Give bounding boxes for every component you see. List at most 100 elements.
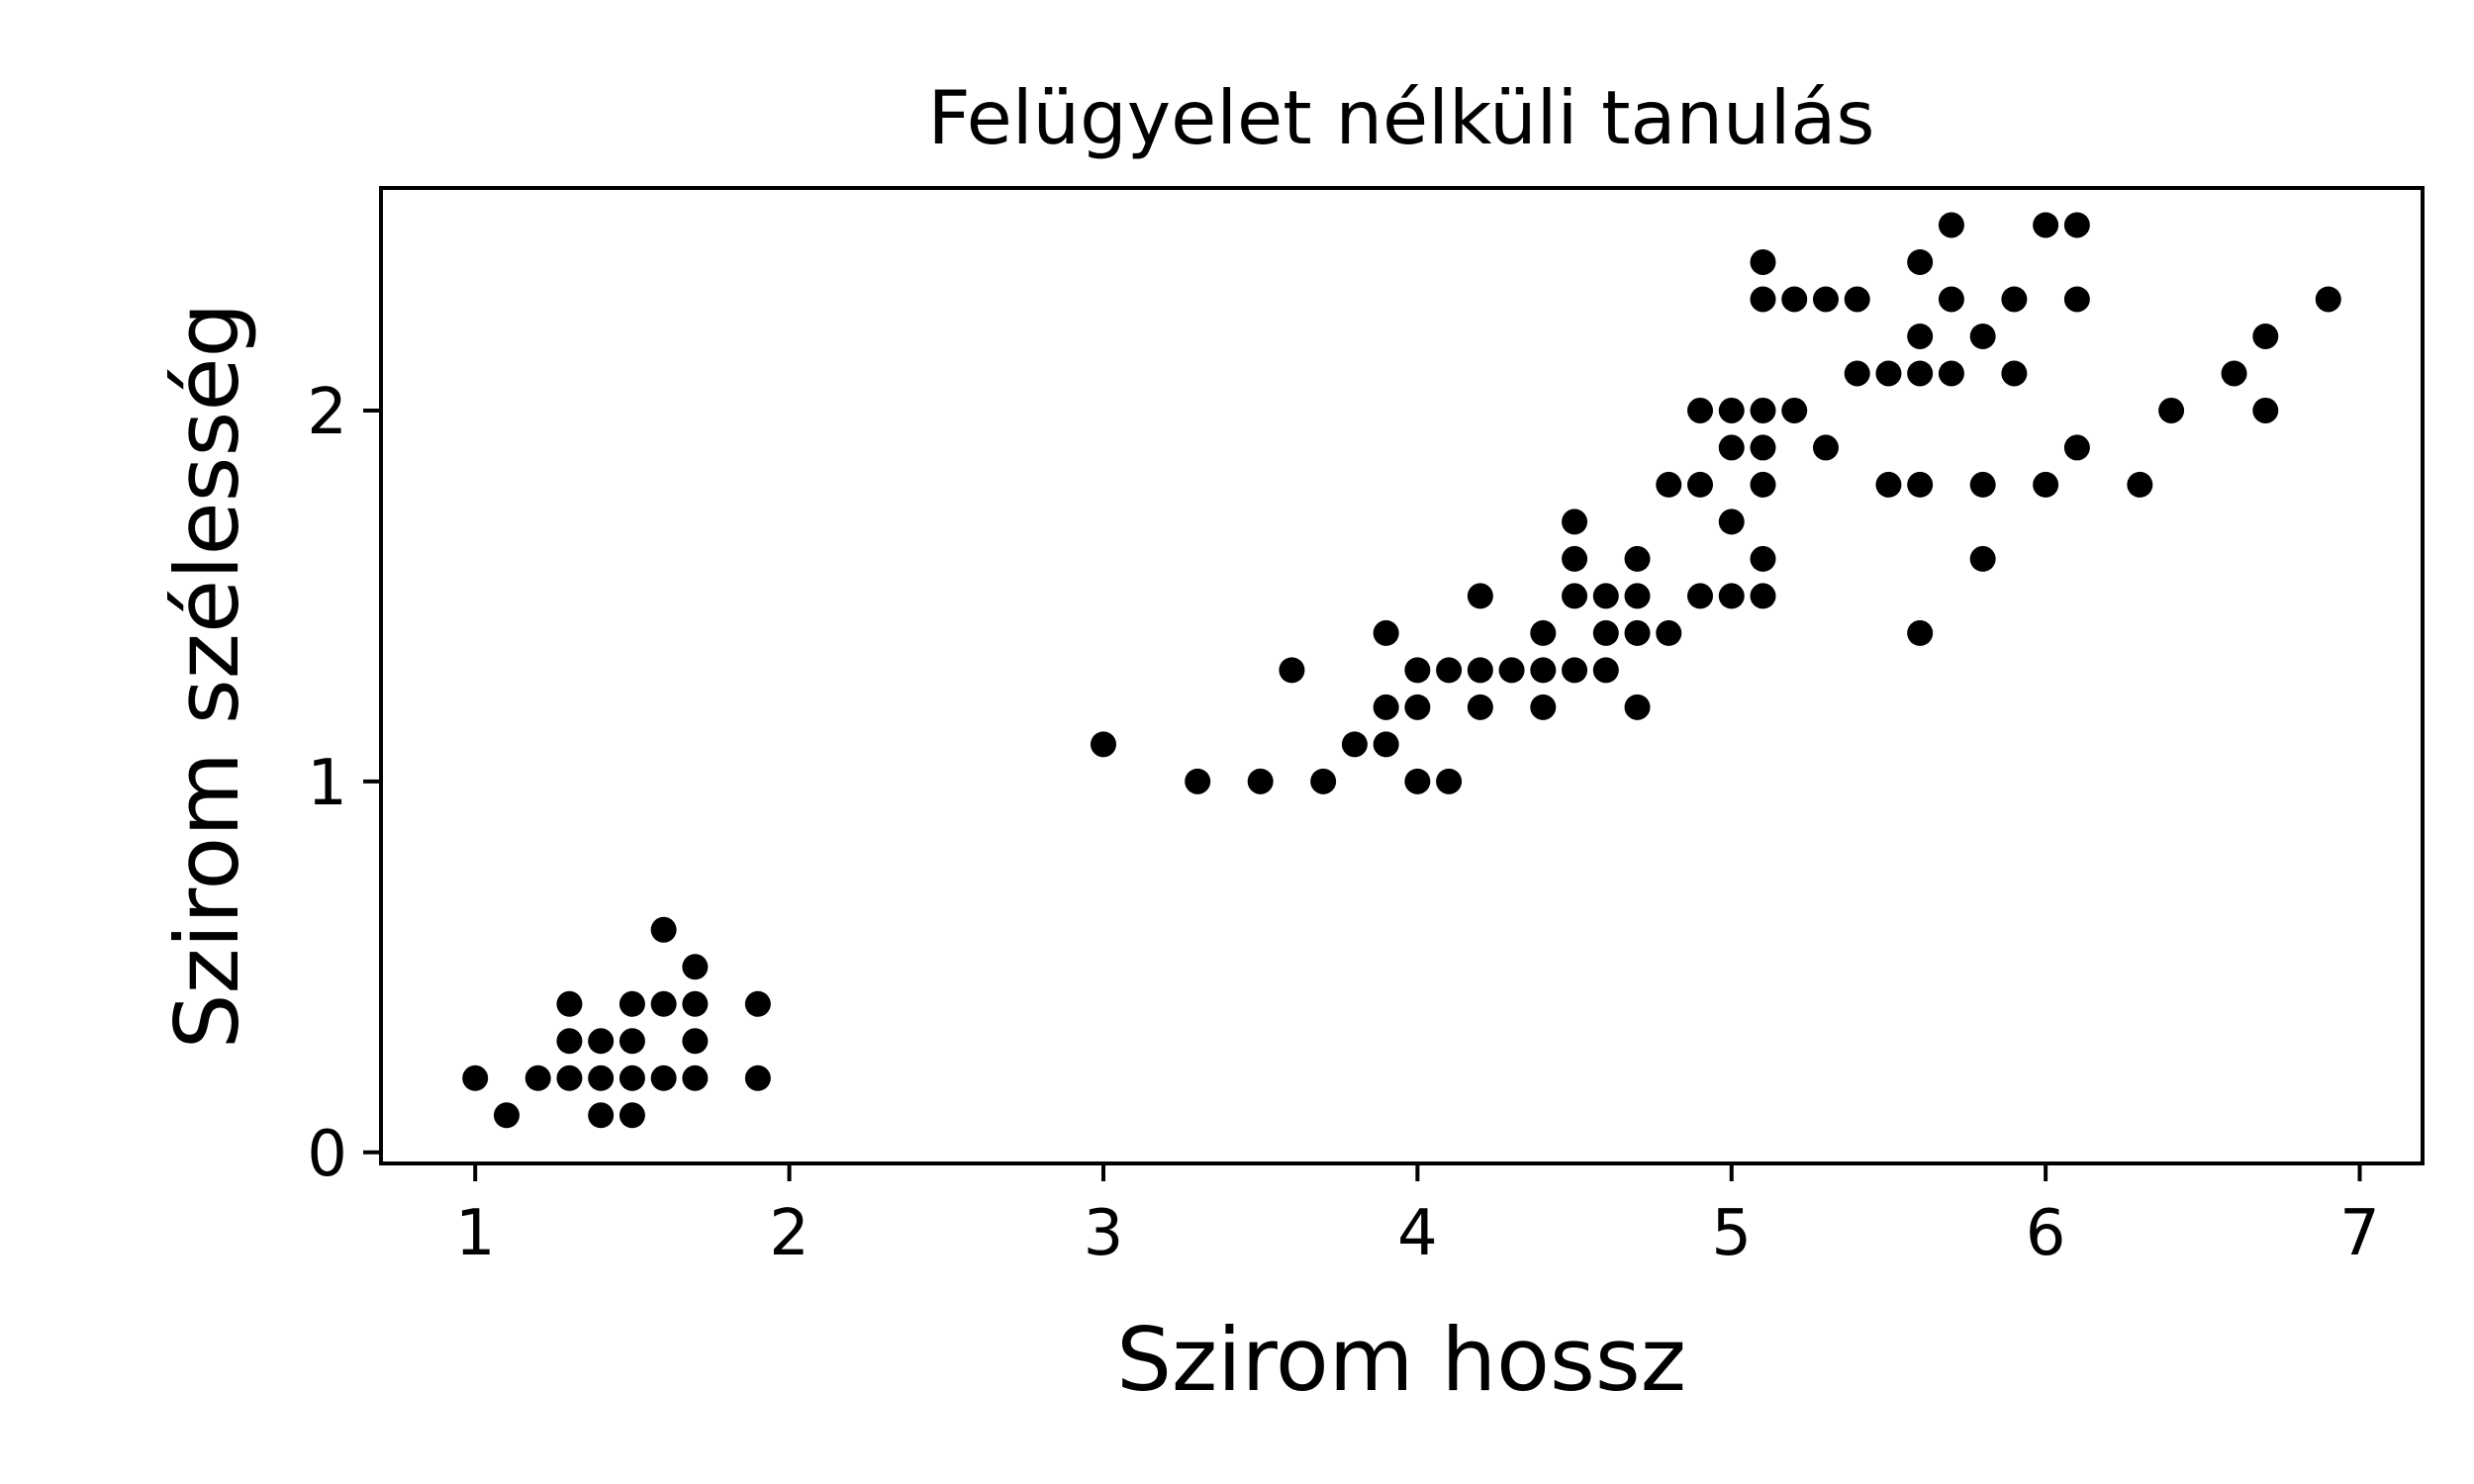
scatter-point <box>1404 768 1431 794</box>
scatter-point <box>1844 360 1870 387</box>
scatter-point <box>1310 768 1337 794</box>
plot-area-frame <box>379 186 2425 1165</box>
scatter-point <box>650 1065 677 1091</box>
scatter-point <box>462 1065 489 1091</box>
scatter-point <box>1341 731 1368 758</box>
scatter-point <box>2252 323 2279 349</box>
scatter-point <box>618 1102 645 1129</box>
scatter-point <box>618 990 645 1017</box>
scatter-point <box>2063 434 2090 461</box>
scatter-point <box>1718 397 1745 423</box>
scatter-point <box>1750 545 1776 572</box>
scatter-point <box>2001 360 2028 387</box>
scatter-point <box>1373 694 1399 720</box>
scatter-point <box>744 1065 771 1091</box>
scatter-point <box>1812 434 1839 461</box>
scatter-point <box>1907 471 1934 498</box>
scatter-point <box>650 916 677 943</box>
scatter-point <box>1530 619 1557 646</box>
scatter-point <box>1750 471 1776 498</box>
x-tick-label: 6 <box>2026 1197 2066 1270</box>
scatter-point <box>588 1028 615 1055</box>
scatter-point <box>1750 286 1776 313</box>
scatter-point <box>1373 731 1399 758</box>
scatter-point <box>1781 286 1808 313</box>
x-tick-label: 1 <box>455 1197 496 1270</box>
scatter-point <box>1812 286 1839 313</box>
scatter-point <box>2033 212 2059 238</box>
scatter-point <box>1938 360 1964 387</box>
scatter-point <box>1750 583 1776 609</box>
scatter-point <box>2221 360 2247 387</box>
scatter-point <box>1562 583 1588 609</box>
scatter-point <box>1875 471 1902 498</box>
points-layer <box>462 212 2341 1129</box>
scatter-point <box>556 990 583 1017</box>
scatter-point <box>1592 583 1619 609</box>
scatter-point <box>2001 286 2028 313</box>
scatter-point <box>1624 583 1651 609</box>
x-tick-label: 3 <box>1084 1197 1124 1270</box>
scatter-point <box>1562 545 1588 572</box>
scatter-point <box>556 1065 583 1091</box>
scatter-point <box>1436 768 1463 794</box>
scatter-point <box>2033 471 2059 498</box>
scatter-point <box>1467 694 1493 720</box>
scatter-point <box>1907 323 1934 349</box>
scatter-point <box>1436 657 1463 684</box>
scatter-point <box>1750 248 1776 275</box>
scatter-point <box>1404 657 1431 684</box>
scatter-point <box>2127 471 2153 498</box>
y-tick-label: 1 <box>307 747 347 820</box>
scatter-point <box>1969 323 1996 349</box>
y-tick-label: 0 <box>307 1118 347 1191</box>
scatter-point <box>1687 397 1714 423</box>
scatter-point <box>618 1065 645 1091</box>
scatter-point <box>493 1102 520 1129</box>
scatter-point <box>2252 397 2279 423</box>
scatter-point <box>1404 694 1431 720</box>
scatter-point <box>1562 657 1588 684</box>
scatter-point <box>1562 509 1588 535</box>
scatter-point <box>1592 657 1619 684</box>
scatter-point <box>682 954 709 980</box>
scatter-point <box>744 990 771 1017</box>
scatter-point <box>1530 694 1557 720</box>
scatter-point <box>588 1065 615 1091</box>
scatter-point <box>1090 731 1116 758</box>
scatter-point <box>1938 212 1964 238</box>
x-tick-label: 4 <box>1397 1197 1438 1270</box>
x-tick-label: 7 <box>2339 1197 2380 1270</box>
x-tick-label: 2 <box>769 1197 809 1270</box>
y-axis-label: Szirom szélesség <box>156 303 258 1050</box>
scatter-point <box>1907 248 1934 275</box>
scatter-point <box>1750 434 1776 461</box>
scatter-point <box>1467 583 1493 609</box>
scatter-point <box>1781 397 1808 423</box>
scatter-point <box>1624 619 1651 646</box>
y-tick-label: 2 <box>307 376 347 449</box>
scatter-point <box>1530 657 1557 684</box>
chart-title: Felügyelet nélküli tanulás <box>928 74 1875 161</box>
scatter-point <box>1969 471 1996 498</box>
scatter-point <box>650 990 677 1017</box>
x-tick-label: 5 <box>1711 1197 1752 1270</box>
scatter-point <box>1467 657 1493 684</box>
scatter-point <box>1875 360 1902 387</box>
scatter-point <box>1624 694 1651 720</box>
scatter-point <box>1624 545 1651 572</box>
scatter-point <box>2315 286 2341 313</box>
scatter-point <box>556 1028 583 1055</box>
scatter-point <box>1687 471 1714 498</box>
scatter-point <box>1750 397 1776 423</box>
scatter-point <box>1247 768 1274 794</box>
scatter-point <box>682 1028 709 1055</box>
scatter-point <box>1185 768 1211 794</box>
scatter-point <box>1656 471 1682 498</box>
scatter-point <box>1279 657 1305 684</box>
scatter-point <box>1498 657 1525 684</box>
scatter-point <box>1938 286 1964 313</box>
scatter-point <box>588 1102 615 1129</box>
